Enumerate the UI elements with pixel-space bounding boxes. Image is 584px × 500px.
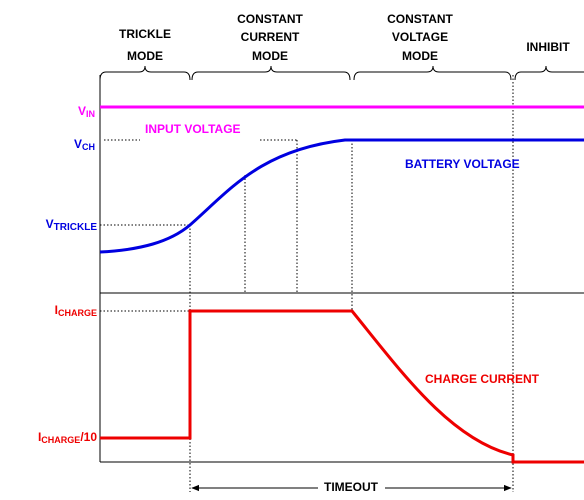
vch-label: VCH: [74, 137, 95, 152]
mode-label: MODE: [252, 49, 288, 63]
charge-current-label: CHARGE CURRENT: [425, 372, 540, 386]
mode-label: CONSTANT: [237, 12, 303, 26]
vin-label: VIN: [78, 104, 95, 119]
icharge10-label: ICHARGE/10: [38, 430, 97, 445]
battery-voltage-label: BATTERY VOLTAGE: [405, 157, 520, 171]
mode-label: VOLTAGE: [392, 30, 448, 44]
mode-label: INHIBIT: [526, 40, 570, 54]
vtrickle-label: VTRICKLE: [46, 217, 98, 232]
battery-voltage-curve: [99, 138, 584, 254]
charge-current-curve: [100, 309, 584, 464]
mode-label: MODE: [402, 49, 438, 63]
timeout-label: TIMEOUT: [324, 480, 379, 494]
mode-label: CURRENT: [241, 30, 300, 44]
guides: [100, 75, 514, 492]
frame: [99, 75, 584, 463]
mode-label: CONSTANT: [387, 12, 453, 26]
mode-label: TRICKLE: [119, 27, 171, 41]
braces: [99, 65, 584, 81]
mode-label: MODE: [127, 49, 163, 63]
icharge-label: ICHARGE: [55, 303, 97, 318]
input-voltage-label: INPUT VOLTAGE: [145, 122, 241, 136]
